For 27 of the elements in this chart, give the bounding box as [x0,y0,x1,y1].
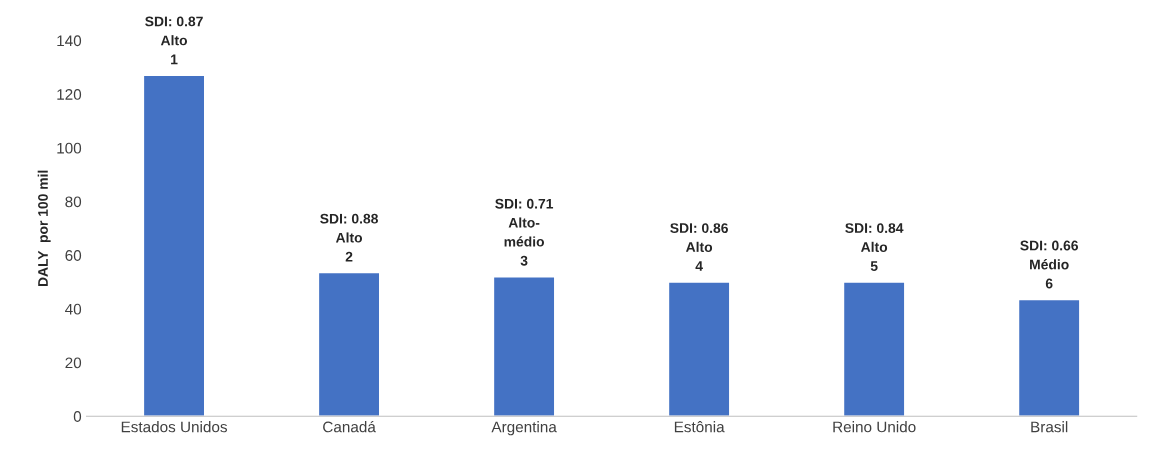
bar [667,281,731,417]
bar [842,281,906,417]
y-tick-label: 140 [57,35,82,47]
annotation: SDI: 0.86 Alto 4 [670,223,728,271]
annotation: SDI: 0.66 Médio 6 [1020,240,1079,289]
y-tick-label: 80 [65,196,82,208]
y-tick-label: 20 [65,357,82,369]
bar [1017,298,1081,417]
y-tick-label: 60 [65,250,82,261]
y-tick-label: 40 [65,303,82,315]
x-tick-label: Reino Unido [833,421,916,433]
y-tick-label: 0 [73,411,82,422]
annotation: SDI: 0.84 Alto 5 [845,223,904,271]
y-axis-title: DALY por 100 mil [37,170,51,287]
annotation: SDI: 0.88 Alto 2 [320,213,378,262]
annotation: SDI: 0.71 Alto- médio 3 [495,198,554,266]
x-tick-label: Argentina [491,421,557,436]
y-tick-label: 120 [57,89,82,100]
bar [317,271,381,417]
x-tick-label: Canadá [323,420,376,433]
bar [492,275,556,417]
bar [142,74,206,417]
x-tick-label: Estônia [674,421,725,433]
annotation: SDI: 0.87 Alto 1 [145,16,203,65]
x-tick-label: Brasil [1031,421,1068,433]
y-tick-label: 100 [57,142,82,154]
x-tick-label: Estados Unidos [121,421,228,433]
